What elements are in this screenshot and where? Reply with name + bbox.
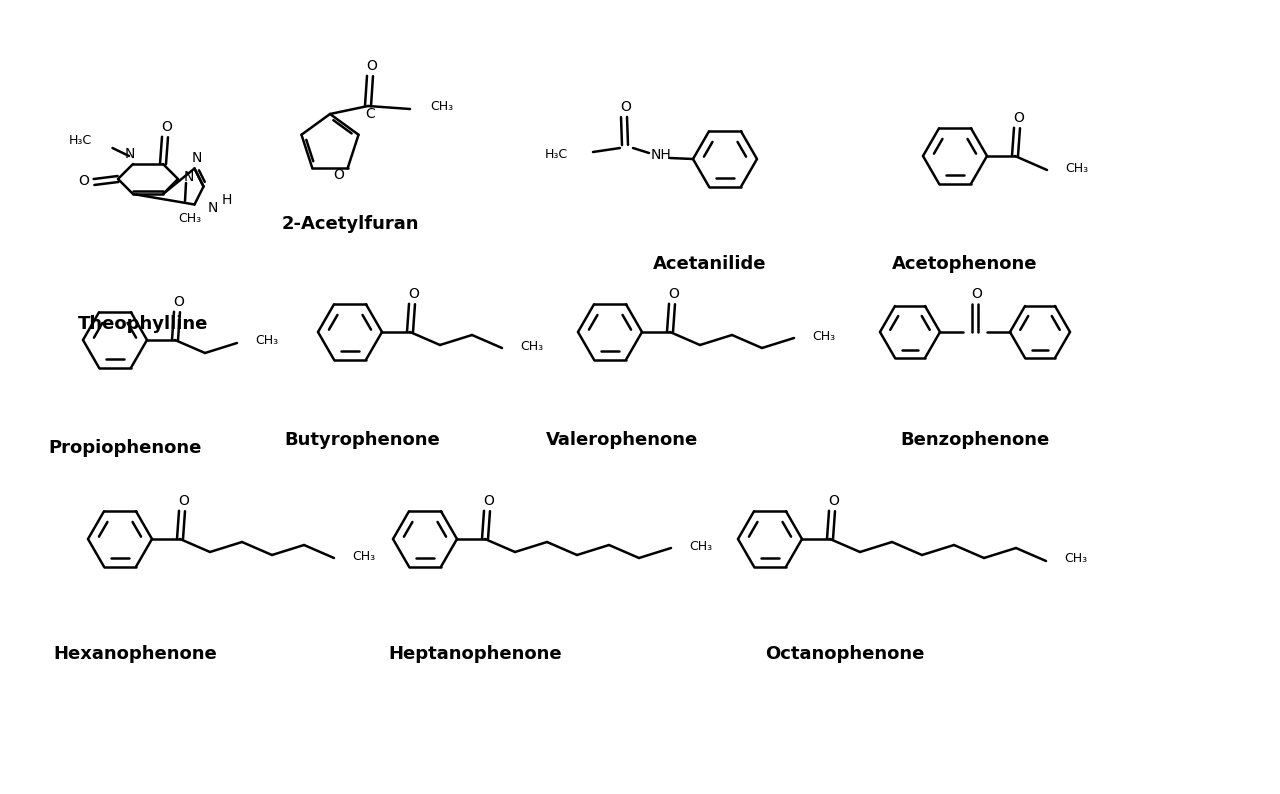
Text: CH₃: CH₃ <box>812 330 835 342</box>
Text: CH₃: CH₃ <box>352 549 375 562</box>
Text: O: O <box>1014 111 1024 125</box>
Text: H: H <box>221 194 232 207</box>
Text: CH₃: CH₃ <box>1065 161 1088 175</box>
Text: Valerophenone: Valerophenone <box>545 431 698 449</box>
Text: Benzophenone: Benzophenone <box>900 431 1050 449</box>
Text: Propiophenone: Propiophenone <box>49 439 202 457</box>
Text: C: C <box>365 107 375 121</box>
Text: CH₃: CH₃ <box>1064 553 1087 565</box>
Text: N: N <box>191 151 202 164</box>
Text: O: O <box>366 59 378 73</box>
Text: O: O <box>408 287 420 301</box>
Text: NH: NH <box>650 148 672 162</box>
Text: O: O <box>179 494 189 508</box>
Text: Theophylline: Theophylline <box>78 315 209 333</box>
Text: N: N <box>184 170 195 184</box>
Text: CH₃: CH₃ <box>255 334 278 348</box>
Text: Hexanophenone: Hexanophenone <box>54 645 216 663</box>
Text: Heptanophenone: Heptanophenone <box>388 645 562 663</box>
Text: O: O <box>668 287 680 301</box>
Text: CH₃: CH₃ <box>430 101 453 114</box>
Text: O: O <box>161 120 173 134</box>
Text: Butyrophenone: Butyrophenone <box>284 431 440 449</box>
Text: O: O <box>621 100 631 114</box>
Text: H₃C: H₃C <box>545 148 568 161</box>
Text: O: O <box>333 168 344 183</box>
Text: O: O <box>484 494 494 508</box>
Text: N: N <box>125 147 136 161</box>
Text: CH₃: CH₃ <box>178 213 201 225</box>
Text: O: O <box>828 494 840 508</box>
Text: O: O <box>174 295 184 309</box>
Text: Acetophenone: Acetophenone <box>892 255 1038 273</box>
Text: CH₃: CH₃ <box>520 340 543 353</box>
Text: Acetanilide: Acetanilide <box>653 255 767 273</box>
Text: CH₃: CH₃ <box>689 539 712 553</box>
Text: 2-Acetylfuran: 2-Acetylfuran <box>282 215 419 233</box>
Text: O: O <box>78 174 90 188</box>
Text: Octanophenone: Octanophenone <box>765 645 924 663</box>
Text: H₃C: H₃C <box>68 134 91 148</box>
Text: O: O <box>972 287 983 301</box>
Text: N: N <box>207 201 218 214</box>
